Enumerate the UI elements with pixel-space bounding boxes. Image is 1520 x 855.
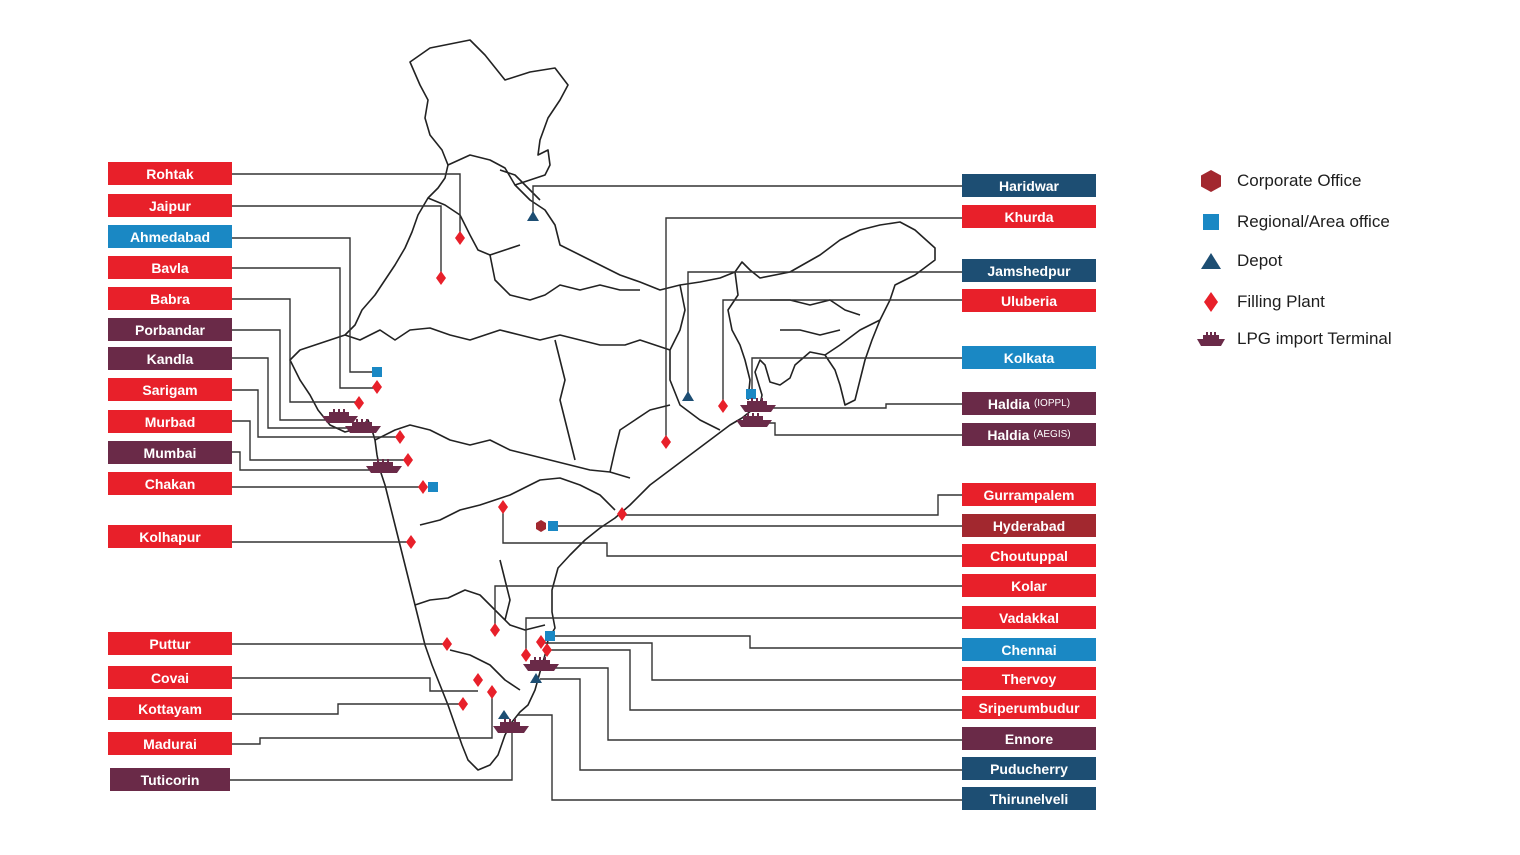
legend-corporate-office: Corporate Office: [1195, 168, 1361, 194]
ship-icon: [736, 413, 772, 427]
label-uluberia: Uluberia: [962, 289, 1096, 312]
depot-icon: [682, 391, 694, 401]
filling-plant-icon: [473, 673, 483, 687]
legend-regional-office: Regional/Area office: [1195, 209, 1390, 235]
legend-lpg-terminal: LPG import Terminal: [1195, 326, 1392, 352]
square-icon: [1195, 209, 1227, 235]
filling-plant-icon: [442, 637, 452, 651]
label-thervoy: Thervoy: [962, 667, 1096, 690]
label-jaipur: Jaipur: [108, 194, 232, 217]
ship-icon: [1195, 326, 1227, 352]
regional-office-icon: [545, 631, 555, 641]
label-vadakkal: Vadakkal: [962, 606, 1096, 629]
legend-filling-plant: Filling Plant: [1195, 289, 1325, 315]
label-ahmedabad: Ahmedabad: [108, 225, 232, 248]
filling-plant-icon: [718, 399, 728, 413]
regional-office-icon: [372, 367, 382, 377]
legend-label: Regional/Area office: [1237, 212, 1390, 231]
label-madurai: Madurai: [108, 732, 232, 755]
label-kandla: Kandla: [108, 347, 232, 370]
diamond-icon: [1195, 289, 1227, 315]
legend-label: LPG import Terminal: [1237, 329, 1392, 348]
regional-office-icon: [548, 521, 558, 531]
label-bavla: Bavla: [108, 256, 232, 279]
label-kolkata: Kolkata: [962, 346, 1096, 369]
label-choutuppal: Choutuppal: [962, 544, 1096, 567]
filling-plant-icon: [372, 380, 382, 394]
filling-plant-icon: [406, 535, 416, 549]
filling-plant-icon: [418, 480, 428, 494]
regional-office-icon: [746, 389, 756, 399]
hexagon-icon: [1195, 168, 1227, 194]
label-hyderabad: Hyderabad: [962, 514, 1096, 537]
label-haldia-aegis: Haldia (AEGIS): [962, 423, 1096, 446]
label-ennore: Ennore: [962, 727, 1096, 750]
filling-plant-icon: [661, 435, 671, 449]
ship-icon: [322, 409, 358, 423]
label-puttur: Puttur: [108, 632, 232, 655]
ship-icon: [366, 459, 402, 473]
label-murbad: Murbad: [108, 410, 232, 433]
country-borders: [289, 39, 936, 771]
filling-plant-icon: [354, 396, 364, 410]
depot-icon: [498, 710, 510, 719]
label-chakan: Chakan: [108, 472, 232, 495]
corporate-office-icon: [536, 520, 546, 532]
filling-plant-icon: [458, 697, 468, 711]
filling-plant-icon: [490, 623, 500, 637]
label-covai: Covai: [108, 666, 232, 689]
depot-icon: [530, 673, 542, 683]
label-rohtak: Rohtak: [108, 162, 232, 185]
label-porbandar: Porbandar: [108, 318, 232, 341]
depot-icon: [527, 211, 539, 221]
legend-label: Depot: [1237, 251, 1283, 270]
leader-lines: [230, 173, 962, 801]
label-haldia-ioppl-name: Haldia: [987, 395, 1030, 412]
label-puducherry: Puducherry: [962, 757, 1096, 780]
label-haldia-ioppl-sub: (IOPPL): [1033, 398, 1071, 409]
ship-icon: [523, 657, 559, 671]
label-sarigam: Sarigam: [108, 378, 232, 401]
label-kolar: Kolar: [962, 574, 1096, 597]
label-tuticorin: Tuticorin: [110, 768, 230, 791]
label-khurda: Khurda: [962, 205, 1096, 228]
legend-label: Corporate Office: [1237, 171, 1362, 190]
filling-plant-icon: [395, 430, 405, 444]
label-mumbai: Mumbai: [108, 441, 232, 464]
label-haldia-ioppl: Haldia (IOPPL): [962, 392, 1096, 415]
legend-label: Filling Plant: [1237, 292, 1325, 311]
regional-office-icon: [428, 482, 438, 492]
filling-plant-icon: [521, 648, 531, 662]
filling-plant-icon: [498, 500, 508, 514]
ship-icon: [493, 719, 529, 733]
label-kolhapur: Kolhapur: [108, 525, 232, 548]
triangle-icon: [1195, 248, 1227, 274]
label-babra: Babra: [108, 287, 232, 310]
label-haldia-aegis-sub: (AEGIS): [1033, 429, 1071, 440]
label-gurrampalem: Gurrampalem: [962, 483, 1096, 506]
label-thirunelveli: Thirunelveli: [962, 787, 1096, 810]
label-kottayam: Kottayam: [108, 697, 232, 720]
label-jamshedpur: Jamshedpur: [962, 259, 1096, 282]
filling-plant-icon: [436, 271, 446, 285]
ship-icon: [740, 398, 776, 412]
label-sriperumbudur: Sriperumbudur: [962, 696, 1096, 719]
markers: [322, 211, 776, 733]
label-chennai: Chennai: [962, 638, 1096, 661]
label-haldia-aegis-name: Haldia: [987, 426, 1030, 443]
filling-plant-icon: [487, 685, 497, 699]
label-haridwar: Haridwar: [962, 174, 1096, 197]
filling-plant-icon: [455, 231, 465, 245]
legend-depot: Depot: [1195, 248, 1282, 274]
filling-plant-icon: [403, 453, 413, 467]
